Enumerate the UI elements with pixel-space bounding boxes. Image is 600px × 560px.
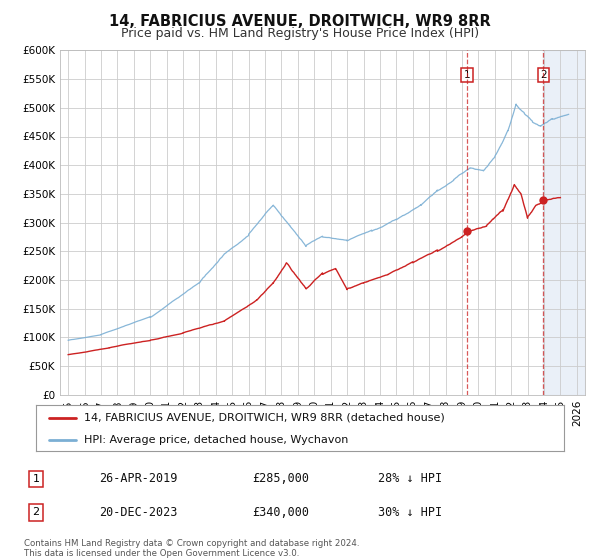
Text: 1: 1 (32, 474, 40, 484)
Bar (544, 50, 585, 395)
Text: £340,000: £340,000 (252, 506, 309, 519)
Text: 1: 1 (464, 70, 470, 80)
Text: £285,000: £285,000 (252, 472, 309, 486)
Text: 14, FABRICIUS AVENUE, DROITWICH, WR9 8RR (detached house): 14, FABRICIUS AVENUE, DROITWICH, WR9 8RR… (83, 413, 444, 423)
Text: 2: 2 (540, 70, 547, 80)
Text: 2: 2 (32, 507, 40, 517)
Text: 28% ↓ HPI: 28% ↓ HPI (378, 472, 442, 486)
Text: 20-DEC-2023: 20-DEC-2023 (99, 506, 178, 519)
Text: Contains HM Land Registry data © Crown copyright and database right 2024.
This d: Contains HM Land Registry data © Crown c… (24, 539, 359, 558)
Text: 26-APR-2019: 26-APR-2019 (99, 472, 178, 486)
Text: 14, FABRICIUS AVENUE, DROITWICH, WR9 8RR: 14, FABRICIUS AVENUE, DROITWICH, WR9 8RR (109, 14, 491, 29)
Text: Price paid vs. HM Land Registry's House Price Index (HPI): Price paid vs. HM Land Registry's House … (121, 27, 479, 40)
Text: 30% ↓ HPI: 30% ↓ HPI (378, 506, 442, 519)
Text: HPI: Average price, detached house, Wychavon: HPI: Average price, detached house, Wych… (83, 435, 348, 445)
